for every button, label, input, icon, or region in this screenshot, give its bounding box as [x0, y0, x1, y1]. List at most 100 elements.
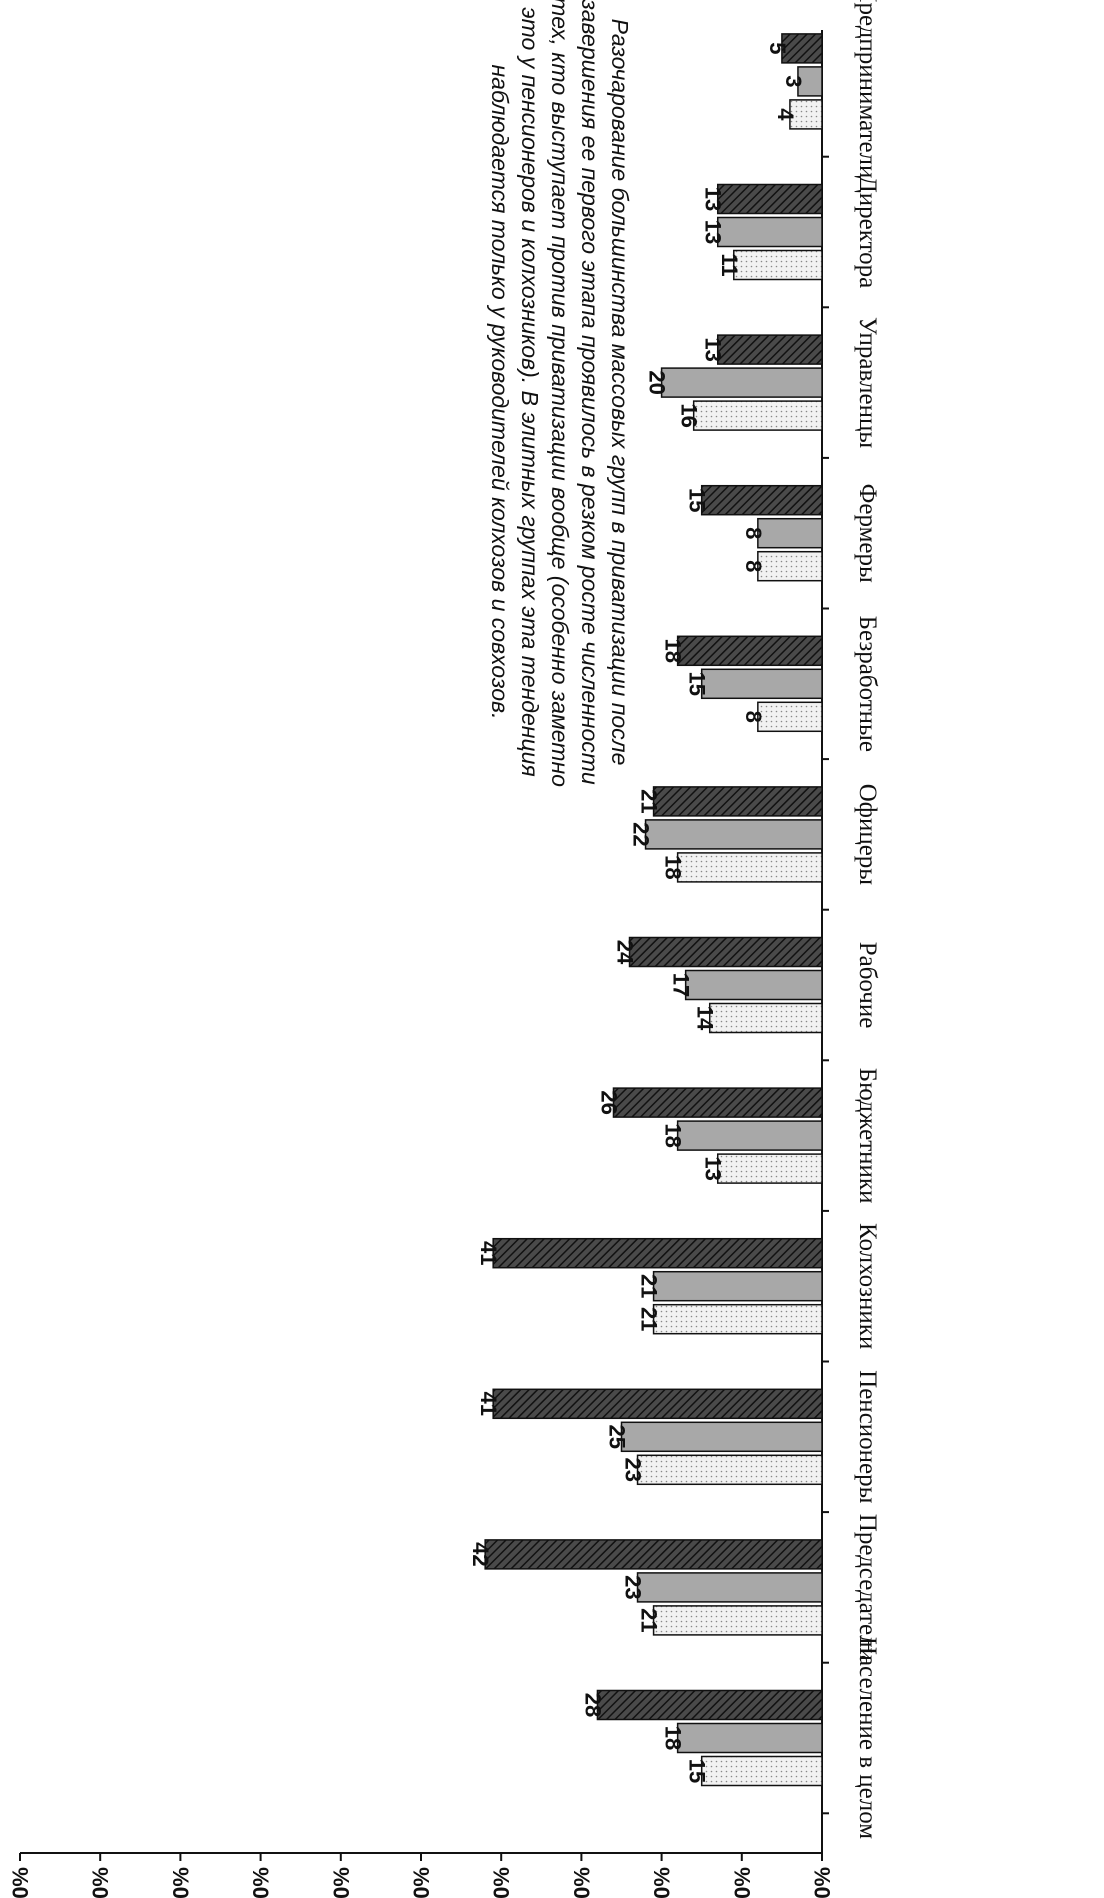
value-tick-label: 80%: [168, 1867, 193, 1898]
value-tick-label: 20%: [650, 1867, 675, 1898]
category-label: Бюджетники: [854, 1068, 881, 1204]
value-tick-label: 70%: [249, 1867, 274, 1898]
bar: [757, 550, 823, 582]
bar: [596, 1689, 823, 1721]
bar-value-label: 18: [661, 1726, 686, 1750]
value-tick-label: 50%: [409, 1867, 434, 1898]
bar-value-label: 18: [661, 639, 686, 663]
bar: [492, 1237, 823, 1269]
bar: [636, 1572, 823, 1603]
bar-value-label: 15: [685, 1759, 710, 1783]
bar-value-label: 24: [613, 940, 638, 965]
category-label: Население в целом: [854, 1637, 881, 1839]
bar: [620, 1421, 823, 1453]
category-label: Председатели: [854, 1514, 881, 1661]
bar-value-label: 11: [717, 253, 742, 276]
bar-value-label: 18: [661, 855, 686, 879]
bar-value-label: 42: [468, 1542, 493, 1566]
annotation-line: наблюдается только у руководителей колхо…: [487, 65, 513, 720]
bar-value-label: 21: [637, 1274, 662, 1298]
category-label: Директора: [854, 176, 881, 289]
bar: [660, 367, 823, 398]
bar: [700, 1755, 823, 1787]
bar: [757, 517, 823, 549]
bar: [684, 969, 823, 1001]
bar-value-label: 41: [476, 1241, 501, 1265]
category-label: Колхозники: [854, 1223, 881, 1349]
bar-value-label: 3: [781, 75, 806, 87]
bar: [636, 1454, 823, 1486]
bar: [676, 635, 823, 667]
bar: [652, 1270, 823, 1302]
annotation-line: это у пенсионеров и колхозников). В элит…: [517, 7, 543, 776]
bar: [676, 1722, 823, 1754]
bar: [789, 99, 823, 130]
bar-value-label: 8: [741, 560, 766, 572]
bar-value-label: 41: [476, 1392, 501, 1416]
bar-value-label: 13: [701, 337, 726, 361]
bar-value-label: 16: [677, 403, 702, 427]
bar-value-label: 13: [701, 1156, 726, 1180]
annotation-block: Разочарование большинства массовых групп…: [487, 0, 633, 787]
bar-value-label: 26: [596, 1090, 621, 1114]
value-tick-label: 90%: [88, 1867, 113, 1898]
bar-value-label: 20: [645, 370, 670, 394]
annotation-line: тех, кто выступает против приватизации в…: [547, 0, 573, 787]
bar-value-label: 13: [701, 220, 726, 244]
bar: [652, 1303, 823, 1335]
bar: [781, 33, 823, 64]
category-label: Предприниматели: [854, 0, 881, 178]
bar-value-label: 18: [661, 1123, 686, 1147]
bar-value-label: 14: [693, 1006, 718, 1031]
bar: [652, 786, 823, 817]
category-label: Безработные: [854, 616, 881, 752]
bar: [716, 216, 823, 248]
annotation-text: Разочарование большинства массовых групп…: [487, 0, 633, 787]
bar: [484, 1539, 823, 1570]
value-tick-label: 10%: [730, 1867, 755, 1898]
category-label: Пенсионеры: [854, 1370, 881, 1503]
bar: [700, 484, 823, 516]
value-tick-label: 30%: [569, 1867, 594, 1898]
category-label: Офицеры: [854, 784, 881, 886]
value-tick-label: 100%: [8, 1867, 33, 1898]
bar-value-label: 4: [773, 108, 798, 121]
bar: [676, 852, 823, 883]
bar: [692, 400, 823, 431]
bar: [797, 66, 823, 97]
annotation-line: Разочарование большинства массовых групп…: [607, 19, 633, 766]
annotation-line: завершения ее первого этапа проявилось в…: [577, 0, 603, 785]
bar: [716, 1153, 823, 1184]
bar: [612, 1087, 823, 1118]
bar-value-label: 23: [621, 1458, 646, 1482]
bar-value-label: 23: [621, 1575, 646, 1599]
bar: [700, 668, 823, 700]
bar-value-label: 21: [637, 1307, 662, 1331]
bar-value-label: 17: [669, 973, 694, 997]
bar-value-label: 28: [580, 1693, 605, 1717]
bar: [733, 249, 823, 281]
bar: [757, 701, 823, 733]
bar: [492, 1388, 823, 1420]
bar-value-label: 13: [701, 187, 726, 211]
bar: [644, 819, 823, 850]
bar-value-label: 5: [765, 42, 790, 54]
bar: [676, 1120, 823, 1151]
category-label: Фермеры: [854, 484, 881, 583]
bar: [652, 1605, 823, 1636]
bar-value-label: 21: [637, 789, 662, 813]
bar: [716, 183, 823, 215]
bar-value-label: 22: [629, 822, 654, 846]
bar-value-label: 15: [685, 672, 710, 696]
bar: [708, 1002, 823, 1034]
category-label: Управленцы: [854, 317, 881, 448]
bar-value-label: 25: [605, 1425, 630, 1449]
value-tick-label: 0%: [810, 1867, 835, 1898]
bar: [716, 334, 823, 365]
category-label: Рабочие: [854, 942, 881, 1029]
bar-value-label: 8: [741, 527, 766, 539]
value-tick-label: 60%: [329, 1867, 354, 1898]
bar: [628, 936, 823, 968]
bar-value-label: 15: [685, 488, 710, 512]
